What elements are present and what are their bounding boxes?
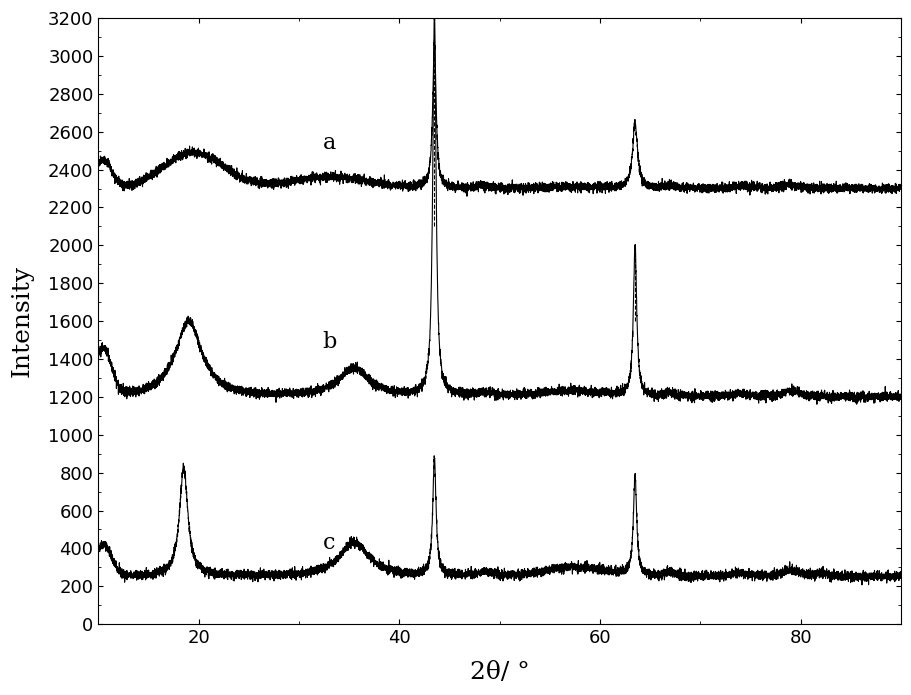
Y-axis label: Intensity: Intensity	[11, 265, 34, 377]
X-axis label: 2θ/ °: 2θ/ °	[469, 661, 529, 684]
Text: c: c	[322, 532, 335, 554]
Text: b: b	[322, 331, 336, 353]
Text: a: a	[322, 132, 335, 154]
